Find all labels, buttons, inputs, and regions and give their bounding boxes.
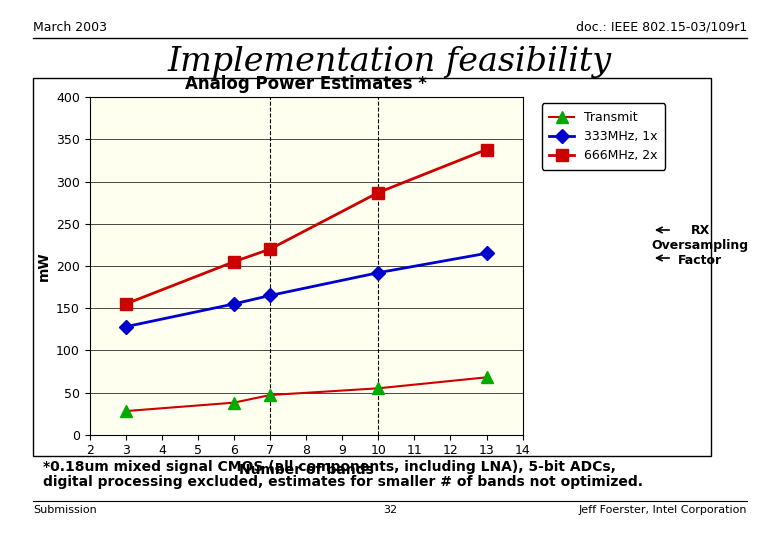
Text: *0.18um mixed signal CMOS (all components, including LNA), 5-bit ADCs,: *0.18um mixed signal CMOS (all component… xyxy=(43,460,615,474)
Transmit xyxy=(482,374,491,381)
333MHz, 1x xyxy=(482,250,491,256)
Transmit xyxy=(374,385,383,392)
666MHz, 2x xyxy=(229,259,239,265)
666MHz, 2x xyxy=(482,146,491,153)
Transmit xyxy=(229,400,239,406)
Title: Analog Power Estimates *: Analog Power Estimates * xyxy=(185,75,427,93)
666MHz, 2x xyxy=(121,301,130,307)
Legend: Transmit, 333MHz, 1x, 666MHz, 2x: Transmit, 333MHz, 1x, 666MHz, 2x xyxy=(542,104,665,170)
Text: 32: 32 xyxy=(383,505,397,515)
X-axis label: Number of bands: Number of bands xyxy=(239,463,374,477)
Text: Submission: Submission xyxy=(33,505,97,515)
333MHz, 1x xyxy=(229,301,239,307)
333MHz, 1x xyxy=(265,292,275,299)
Text: RX
Oversampling
Factor: RX Oversampling Factor xyxy=(651,224,749,267)
666MHz, 2x xyxy=(265,246,275,252)
Line: Transmit: Transmit xyxy=(120,372,492,417)
Line: 666MHz, 2x: 666MHz, 2x xyxy=(120,144,492,309)
Text: doc.: IEEE 802.15-03/109r1: doc.: IEEE 802.15-03/109r1 xyxy=(576,21,747,33)
666MHz, 2x xyxy=(374,190,383,196)
Transmit xyxy=(121,408,130,414)
Line: 333MHz, 1x: 333MHz, 1x xyxy=(121,248,491,332)
Text: digital processing excluded, estimates for smaller # of bands not optimized.: digital processing excluded, estimates f… xyxy=(43,475,643,489)
Y-axis label: mW: mW xyxy=(37,251,51,281)
333MHz, 1x xyxy=(374,269,383,276)
Text: Jeff Foerster, Intel Corporation: Jeff Foerster, Intel Corporation xyxy=(579,505,747,515)
Text: March 2003: March 2003 xyxy=(33,21,107,33)
Transmit xyxy=(265,392,275,399)
333MHz, 1x xyxy=(121,323,130,330)
Text: Implementation feasibility: Implementation feasibility xyxy=(168,46,612,78)
